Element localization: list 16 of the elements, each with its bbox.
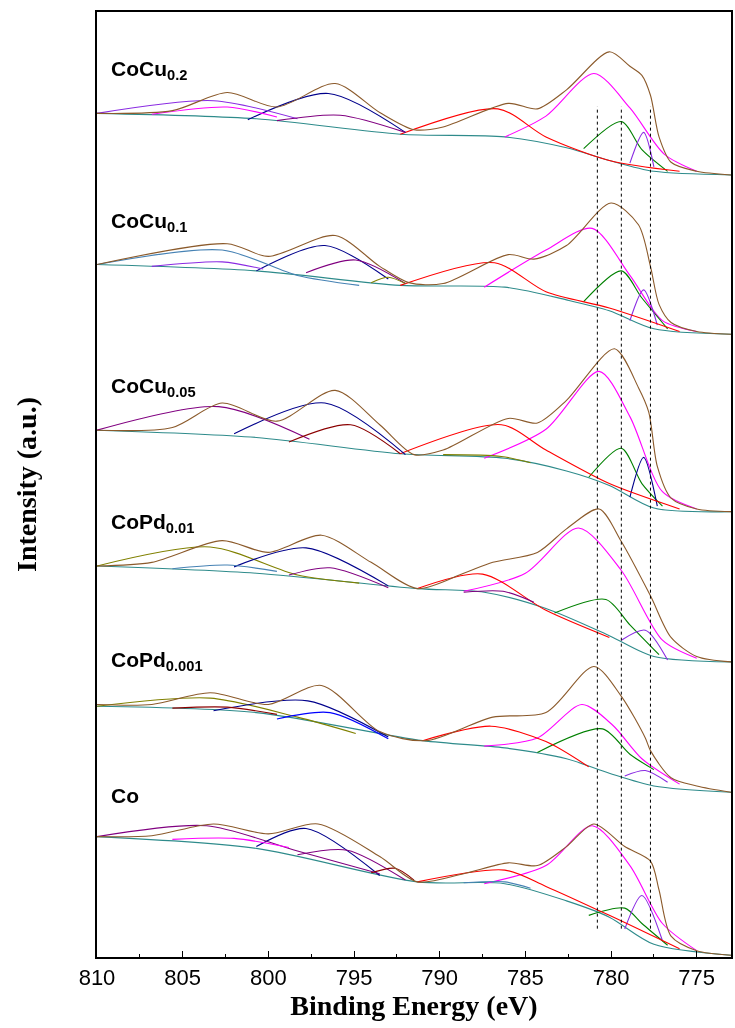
x-axis-title: Binding Energy (eV) [290, 990, 538, 1022]
x-tick-label: 800 [249, 965, 287, 991]
series-label: Co [111, 784, 139, 807]
x-tick-label: 775 [678, 965, 716, 991]
x-tick-label: 785 [507, 965, 544, 991]
x-tick-label: 805 [164, 965, 202, 991]
series-label: CoCu$_{0.2}$ [111, 57, 188, 84]
series-label: CoPd$_{0.01}$ [111, 510, 195, 537]
series-label: CoCu$_{0.05}$ [111, 374, 196, 401]
x-tick-label: 810 [78, 965, 116, 991]
series-label: CoPd$_{0.001}$ [111, 648, 203, 675]
x-tick-label: 795 [335, 965, 373, 991]
series-label: CoCu$_{0.1}$ [111, 209, 188, 236]
y-axis-title: Intensity (a.u.) [11, 396, 43, 573]
x-tick-label: 790 [421, 965, 459, 991]
x-tick-label: 780 [592, 965, 630, 991]
